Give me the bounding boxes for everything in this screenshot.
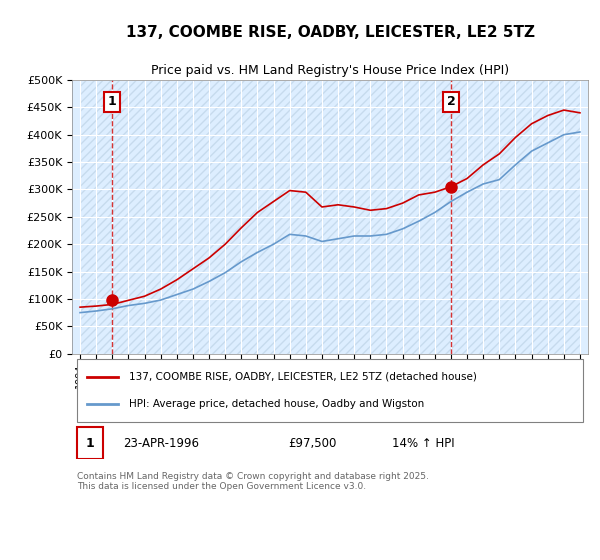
Text: 23-APR-1996: 23-APR-1996 [124,437,200,450]
Text: Contains HM Land Registry data © Crown copyright and database right 2025.
This d: Contains HM Land Registry data © Crown c… [77,472,429,491]
Text: 137, COOMBE RISE, OADBY, LEICESTER, LE2 5TZ (detached house): 137, COOMBE RISE, OADBY, LEICESTER, LE2 … [129,372,476,382]
Text: 1: 1 [86,437,94,450]
Text: 2: 2 [446,95,455,109]
Text: 14% ↑ HPI: 14% ↑ HPI [392,437,455,450]
Text: 137, COOMBE RISE, OADBY, LEICESTER, LE2 5TZ: 137, COOMBE RISE, OADBY, LEICESTER, LE2 … [125,25,535,40]
Bar [77,427,103,459]
Text: HPI: Average price, detached house, Oadby and Wigston: HPI: Average price, detached house, Oadb… [129,399,424,409]
Text: 1: 1 [108,95,116,109]
Text: £97,500: £97,500 [289,437,337,450]
Text: Price paid vs. HM Land Registry's House Price Index (HPI): Price paid vs. HM Land Registry's House … [151,64,509,77]
